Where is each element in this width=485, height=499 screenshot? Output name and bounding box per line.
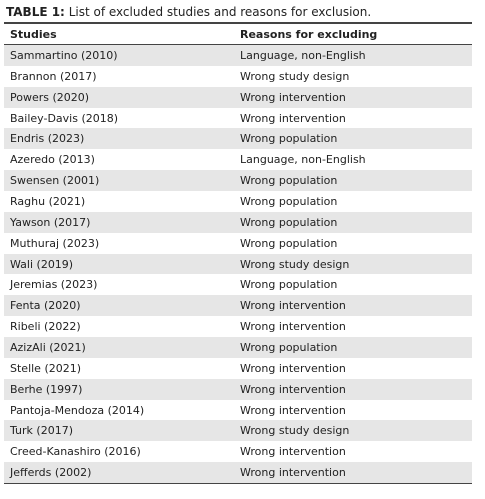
study-cell: Ribeli (2022) (10, 320, 81, 334)
study-cell: Endris (2023) (4, 128, 234, 150)
reason-cell: Wrong study design (234, 253, 472, 275)
table-row: Pantoja-Mendoza (2014) Wrong intervention (4, 400, 472, 421)
study-cell: Turk (2017) (4, 420, 234, 442)
table-row: Stelle (2021) Wrong intervention (4, 358, 472, 379)
reason-cell: Wrong population (234, 337, 472, 358)
header-cell: Reasons for excluding (234, 23, 472, 45)
study-cell: AzizAli (2021) (4, 337, 234, 358)
study-cell: Jeremias (2023) (10, 278, 98, 292)
study-cell: Powers (2020) (4, 86, 234, 108)
table-row: Berhe (1997) Wrong intervention (4, 378, 472, 400)
table-row: Fenta (2020) Wrong intervention (4, 295, 472, 317)
reason-cell: Language, non-English (234, 44, 472, 66)
study-cell: Creed-Kanashiro (2016) (10, 445, 141, 459)
table-label: TABLE 1: (6, 5, 65, 19)
table-row: Ribeli (2022) Wrong intervention (4, 316, 472, 337)
table-row: Powers (2020) Wrong intervention (4, 86, 472, 108)
table-row: Muthuraj (2023) Wrong population (4, 233, 472, 254)
reason-cell: Language, non-English (240, 153, 366, 167)
table-row: Jeremias (2023) Wrong population (4, 274, 472, 295)
study-cell: Pantoja-Mendoza (2014) (10, 403, 145, 417)
study-cell: Bailey-Davis (2018) (10, 111, 119, 125)
table-body: Sammartino (2010) Language, non-English Br… (4, 44, 472, 484)
study-cell: Wali (2019) (4, 253, 234, 275)
header-cell: Studies (4, 23, 234, 45)
table-row: Azeredo (2013) Language, non-English (4, 149, 472, 170)
study-cell: Brannon (2017) (10, 69, 97, 83)
reason-cell: Wrong intervention (234, 86, 472, 108)
reason-cell: Wrong population (240, 278, 338, 292)
table-row: Yawson (2017) Wrong population (4, 211, 472, 233)
table-row: Raghu (2021) Wrong population (4, 191, 472, 212)
reason-cell: Wrong population (234, 128, 472, 150)
header-row: Studies Reasons for excluding (4, 23, 472, 45)
reason-cell: Wrong population (240, 194, 338, 208)
reason-cell: Wrong intervention (240, 445, 346, 459)
table-row: Sammartino (2010) Language, non-English (4, 44, 472, 66)
table-row: Swensen (2001) Wrong population (4, 170, 472, 192)
study-cell: Berhe (1997) (4, 378, 234, 400)
table-row: Creed-Kanashiro (2016) Wrong intervention (4, 441, 472, 462)
reason-cell: Wrong study design (240, 69, 350, 83)
reason-cell: Wrong population (240, 236, 338, 250)
reason-cell: Wrong population (234, 170, 472, 192)
study-cell: Raghu (2021) (10, 194, 86, 208)
table-row: Jefferds (2002) Wrong intervention (4, 462, 472, 484)
table-row: Wali (2019) Wrong study design (4, 253, 472, 275)
reason-cell: Wrong study design (234, 420, 472, 442)
study-cell: Swensen (2001) (4, 170, 234, 192)
reason-cell: Wrong population (234, 211, 472, 233)
table-row: Endris (2023) Wrong population (4, 128, 472, 150)
reason-cell: Wrong intervention (240, 320, 346, 334)
reason-cell: Wrong intervention (240, 361, 346, 375)
reason-cell: Wrong intervention (234, 462, 472, 484)
study-cell: Azeredo (2013) (10, 153, 95, 167)
table-row: Brannon (2017) Wrong study design (4, 66, 472, 87)
study-cell: Yawson (2017) (4, 211, 234, 233)
study-cell: Sammartino (2010) (4, 44, 234, 66)
study-cell: Jefferds (2002) (4, 462, 234, 484)
table-row: AzizAli (2021) Wrong population (4, 337, 472, 358)
study-cell: Fenta (2020) (4, 295, 234, 317)
reason-cell: Wrong intervention (234, 378, 472, 400)
study-cell: Muthuraj (2023) (10, 236, 100, 250)
reason-cell: Wrong intervention (234, 295, 472, 317)
table-row: Bailey-Davis (2018) Wrong intervention (4, 108, 472, 129)
reason-cell: Wrong intervention (240, 111, 346, 125)
table-caption: List of excluded studies and reasons for… (68, 5, 372, 19)
study-cell: Stelle (2021) (10, 361, 82, 375)
table: Studies Reasons for excluding Sammartino… (4, 22, 472, 485)
table-row: Turk (2017) Wrong study design (4, 420, 472, 442)
reason-cell: Wrong intervention (240, 403, 346, 417)
table-title: TABLE 1: List of excluded studies and re… (6, 5, 371, 19)
